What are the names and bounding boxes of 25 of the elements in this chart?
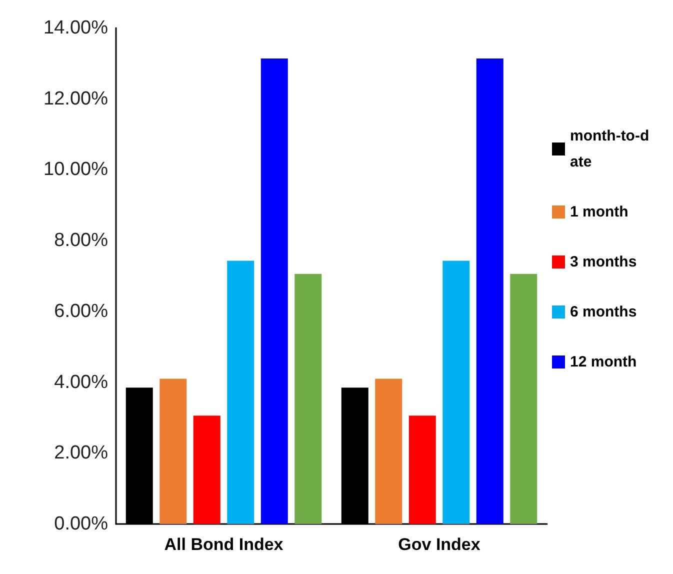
bar — [476, 58, 504, 524]
y-tick-label: 10.00% — [44, 159, 108, 180]
y-tick-label: 2.00% — [54, 442, 108, 464]
legend-label: month-to-date — [570, 128, 650, 170]
bar — [408, 416, 436, 524]
y-tick-label: 12.00% — [44, 88, 108, 110]
y-tick-label: 14.00% — [44, 18, 108, 38]
y-tick-label: 8.00% — [54, 230, 108, 252]
bar — [193, 416, 220, 524]
legend-label: 12 month — [570, 354, 637, 370]
legend-label: 3 months — [570, 254, 637, 270]
legend-label: 1 month — [570, 204, 628, 220]
bar — [510, 274, 538, 524]
bar — [227, 260, 254, 524]
bar — [160, 378, 187, 524]
x-tick-label: All Bond Index — [164, 535, 284, 554]
legend-label: 6 months — [570, 304, 637, 320]
bar — [294, 274, 322, 524]
bar — [375, 378, 402, 524]
y-tick-label: 0.00% — [54, 514, 108, 534]
bar — [260, 58, 288, 524]
x-tick-label: Gov Index — [398, 535, 481, 554]
y-tick-label: 4.00% — [54, 372, 108, 393]
bar — [442, 260, 470, 524]
y-tick-label: 6.00% — [54, 300, 108, 322]
